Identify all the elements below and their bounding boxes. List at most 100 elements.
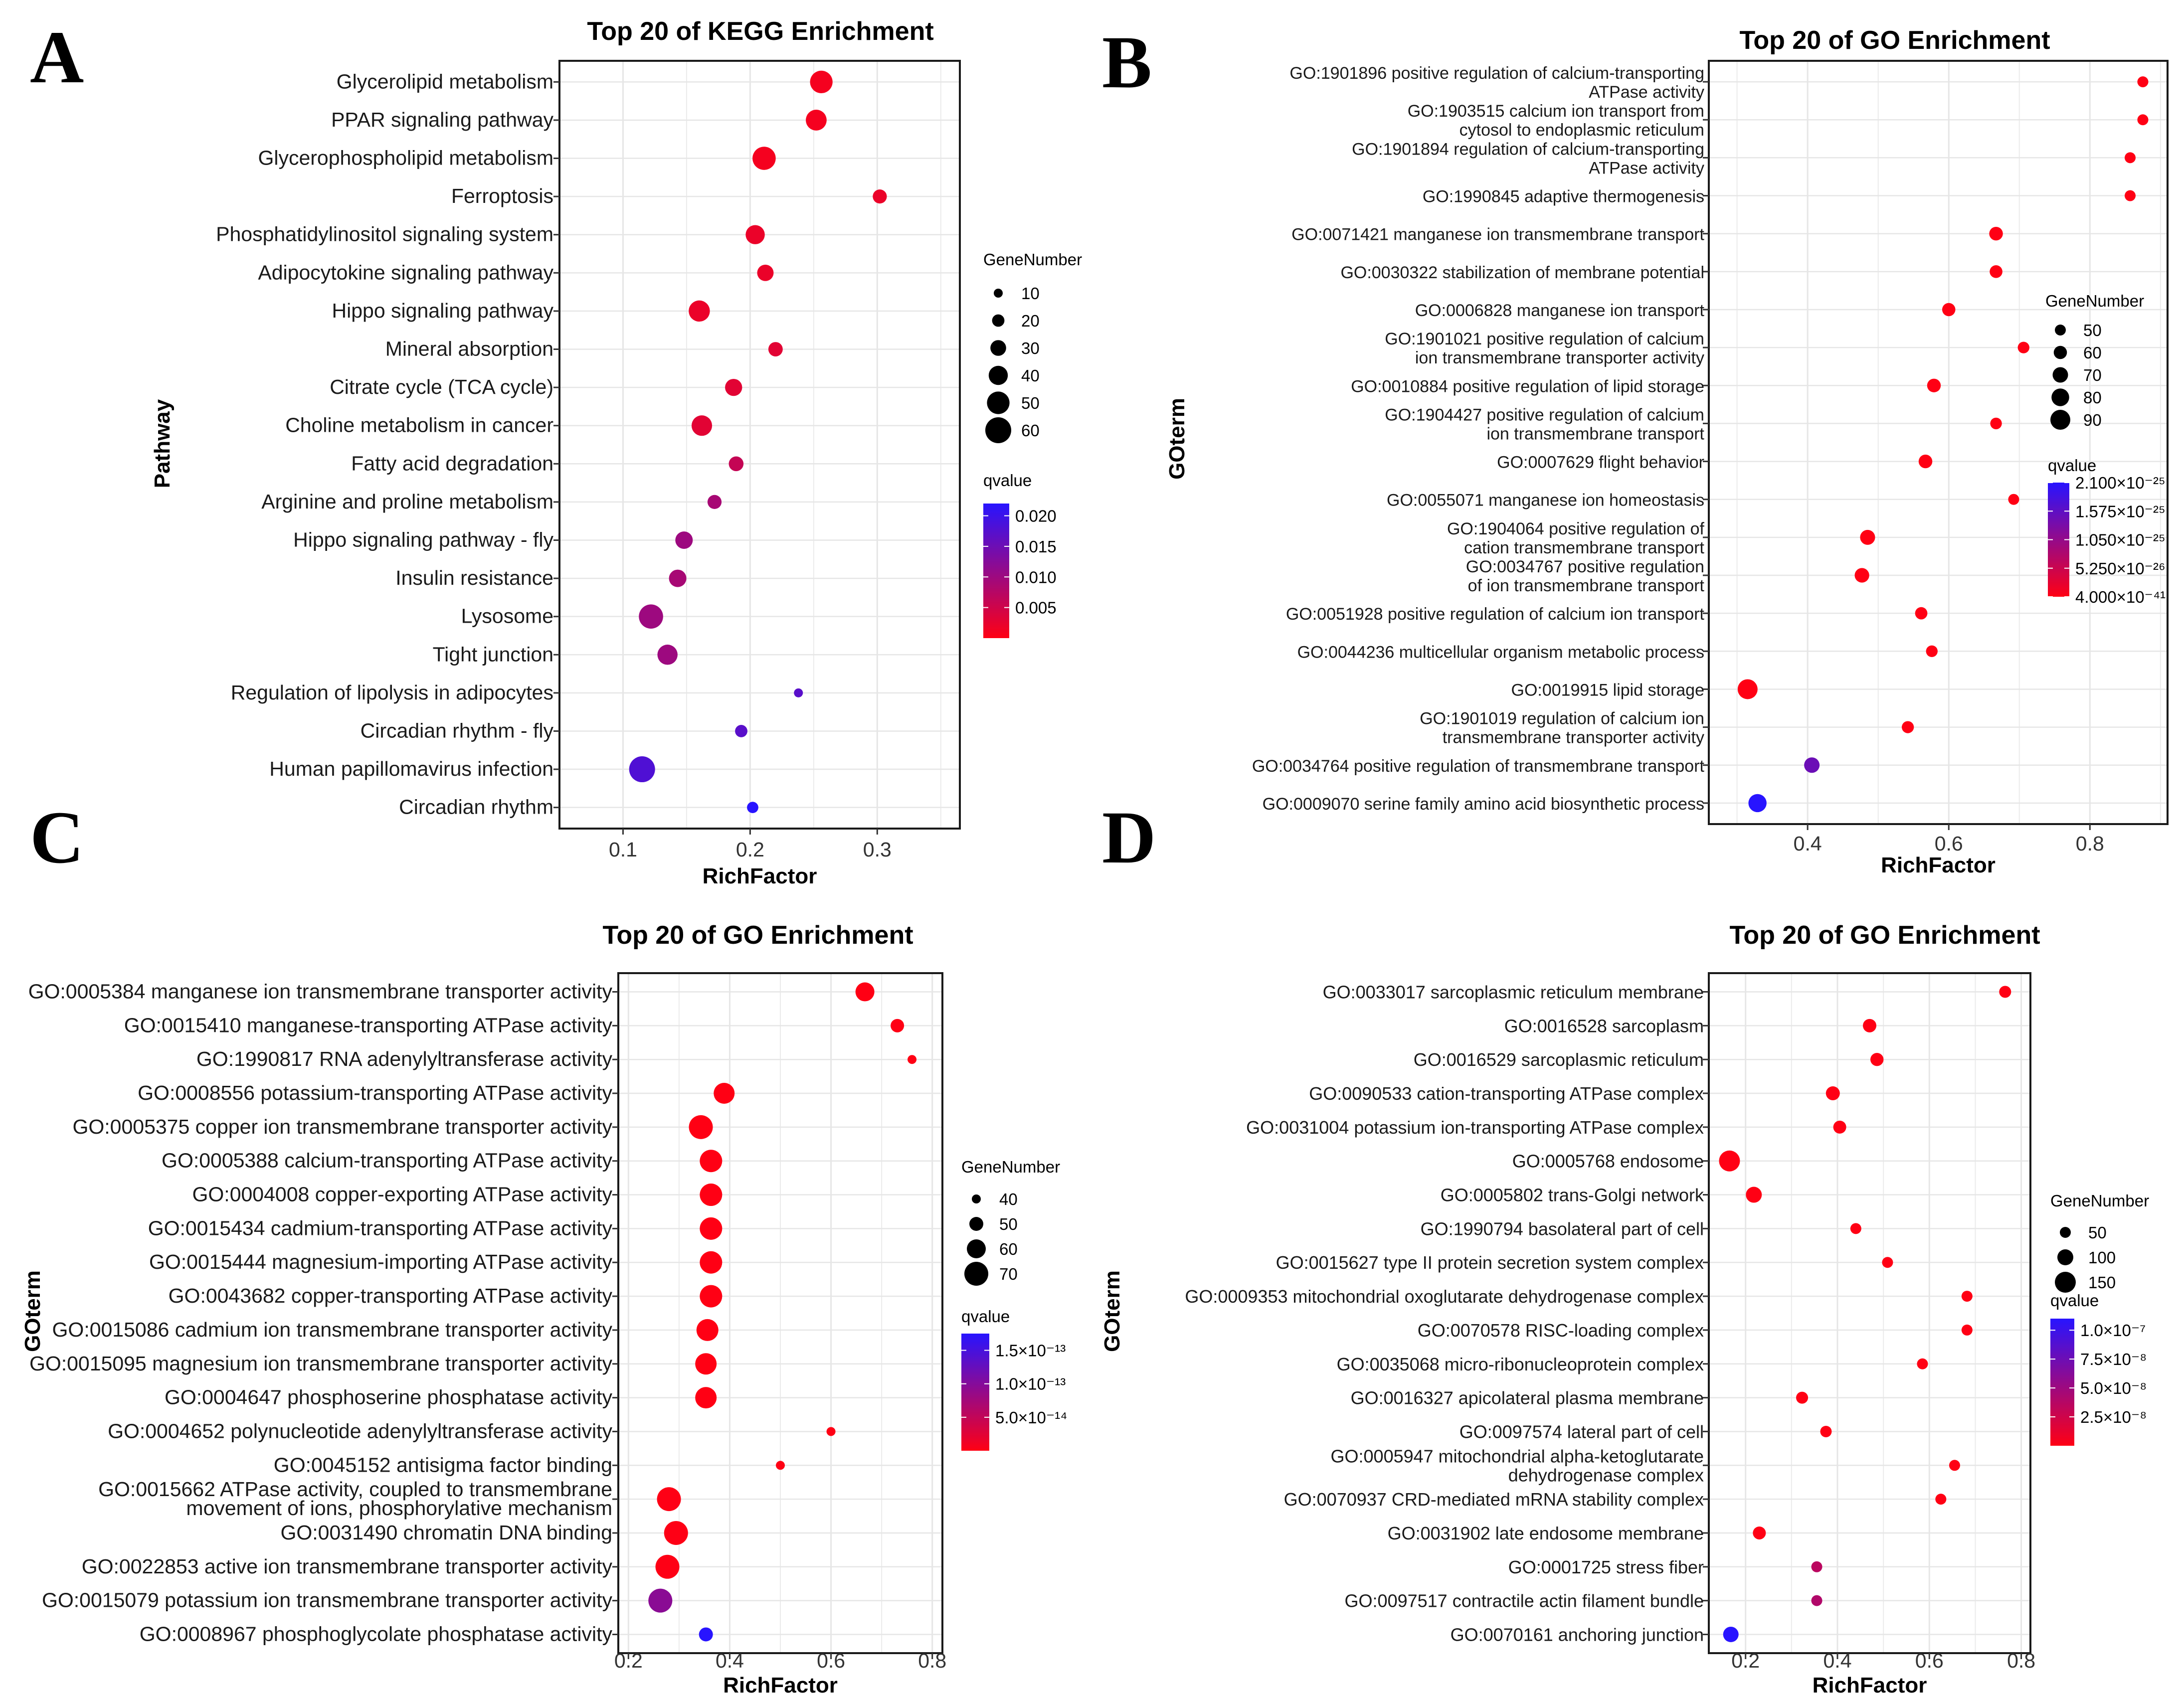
x-tick-label: 0.2 [736, 838, 764, 861]
data-point [629, 756, 655, 783]
category-label-line: GO:1990817 RNA adenylyltransferase activ… [196, 1047, 613, 1070]
data-point [2137, 114, 2149, 126]
data-point [1942, 303, 1956, 317]
category-label: Human papillomavirus infection [269, 757, 553, 780]
size-legend-dot [2055, 1272, 2076, 1293]
category-label: GO:0005384 manganese ion transmembrane t… [28, 980, 613, 1003]
category-label-line: GO:0005802 trans-Golgi network [1441, 1185, 1704, 1205]
y-axis-label: Pathway [150, 399, 175, 488]
data-point [700, 1251, 723, 1274]
data-point [675, 531, 693, 549]
category-label-line: cytosol to endoplasmic reticulum [1459, 121, 1704, 140]
colorbar-tick-label: 5.0×10⁻¹⁴ [995, 1408, 1067, 1427]
size-legend-dot [2060, 1227, 2071, 1238]
category-label-line: PPAR signaling pathway [331, 108, 553, 131]
category-label-line: GO:0004008 copper-exporting ATPase activ… [192, 1183, 613, 1206]
category-label: GO:1904427 positive regulation of calciu… [1385, 405, 1704, 443]
data-point [695, 1387, 717, 1409]
colorbar-tick-label: 0.015 [1015, 537, 1057, 556]
size-legend-label: 60 [999, 1240, 1018, 1258]
category-label-line: Choline metabolism in cancer [285, 414, 553, 437]
category-label: GO:0005768 endosome [1512, 1151, 1704, 1172]
panel-label: B [1102, 21, 1152, 104]
data-point [699, 1627, 713, 1642]
x-tick-label: 0.2 [1731, 1649, 1760, 1672]
size-legend-label: 150 [2088, 1273, 2116, 1292]
data-point [873, 189, 887, 204]
plot-frame [617, 972, 943, 1654]
data-point [1990, 417, 2002, 430]
size-legend-dot [972, 1194, 981, 1203]
data-point [655, 1554, 680, 1579]
size-legend-dot [2055, 325, 2066, 336]
category-label: GO:0016327 apicolateral plasma membrane [1351, 1388, 1704, 1408]
category-label-line: Tight junction [433, 643, 553, 666]
category-label-line: GO:0071421 manganese ion transmembrane t… [1291, 225, 1704, 244]
category-label: GO:1901894 regulation of calcium-transpo… [1352, 140, 1704, 177]
category-label-line: GO:0043682 copper-transporting ATPase ac… [169, 1284, 613, 1307]
y-axis-label: GOterm [1100, 1270, 1124, 1352]
data-point [1811, 1595, 1822, 1606]
category-label-line: of ion transmembrane transport [1468, 576, 1705, 595]
category-label: Ferroptosis [451, 184, 553, 207]
category-label: GO:0019915 lipid storage [1511, 680, 1704, 699]
category-label: GO:0045152 antisigma factor binding [274, 1453, 612, 1476]
data-point [657, 1487, 681, 1512]
data-point [891, 1019, 905, 1032]
category-label-line: Adipocytokine signaling pathway [258, 261, 553, 284]
data-point [1882, 1257, 1893, 1268]
size-legend-label: 40 [999, 1190, 1018, 1208]
data-point [1737, 679, 1758, 699]
category-label: Mineral absorption [385, 338, 553, 360]
category-label-line: GO:0001725 stress fiber [1508, 1557, 1704, 1577]
category-label-line: GO:0034767 positive regulation [1466, 557, 1704, 576]
category-label-line: Human papillomavirus infection [269, 757, 553, 780]
color-legend-title: qvalue [2048, 456, 2096, 475]
category-label-line: GO:0044236 multicellular organism metabo… [1297, 643, 1704, 662]
size-legend-dot [987, 391, 1010, 414]
category-label: GO:0015627 type II protein secretion sys… [1276, 1252, 1704, 1273]
data-point [1820, 1425, 1832, 1437]
data-point [1719, 1150, 1740, 1172]
category-label: GO:0001725 stress fiber [1508, 1557, 1704, 1577]
category-label: GO:0005947 mitochondrial alpha-ketogluta… [1331, 1446, 1704, 1485]
plot-frame [1708, 60, 2169, 825]
data-point [806, 110, 827, 131]
category-label: GO:0043682 copper-transporting ATPase ac… [169, 1284, 613, 1307]
category-label-line: GO:0016327 apicolateral plasma membrane [1351, 1388, 1704, 1408]
data-point [776, 1461, 785, 1470]
category-label: Fatty acid degradation [351, 452, 553, 475]
colorbar-tick-label: 0.010 [1015, 568, 1057, 586]
colorbar-tick-label: 1.575×10⁻²⁵ [2075, 502, 2166, 520]
category-label: GO:1990794 basolateral part of cell [1421, 1218, 1704, 1239]
data-point [1723, 1626, 1739, 1642]
category-label-line: Glycerolipid metabolism [337, 70, 553, 93]
category-label: GO:0016529 sarcoplasmic reticulum [1414, 1049, 1704, 1070]
data-point [657, 645, 678, 665]
category-label-line: GO:0015079 potassium ion transmembrane t… [42, 1589, 612, 1612]
category-label: Phosphatidylinositol signaling system [216, 223, 553, 246]
colorbar-tick-label: 1.0×10⁻⁷ [2080, 1321, 2146, 1340]
data-point [752, 147, 776, 170]
category-label: GO:1990817 RNA adenylyltransferase activ… [196, 1047, 613, 1070]
category-label: GO:0010884 positive regulation of lipid … [1351, 377, 1704, 396]
data-point [2124, 190, 2136, 201]
size-legend-dot [990, 340, 1006, 356]
chart-panel-c: C Top 20 of GO Enrichment 0.2 0.4 0.6 0.8 Rich… [20, 796, 1067, 1698]
category-label-line: GO:1901894 regulation of calcium-transpo… [1352, 140, 1704, 159]
qvalue-colorbar [2050, 1319, 2074, 1446]
category-label: GO:0015410 manganese-transporting ATPase… [124, 1014, 613, 1036]
category-label: GO:0015662 ATPase activity, coupled to t… [98, 1478, 612, 1520]
data-point [700, 1285, 723, 1308]
category-label: Circadian rhythm [399, 796, 553, 819]
category-label: GO:0004652 polynucleotide adenylyltransf… [108, 1419, 612, 1442]
category-label-line: GO:0005768 endosome [1512, 1151, 1704, 1172]
chart-title: Top 20 of GO Enrichment [1729, 921, 2040, 950]
size-legend-dot [964, 1262, 988, 1286]
size-legend-dot [988, 365, 1008, 385]
colorbar-tick-label: 1.0×10⁻¹³ [995, 1375, 1066, 1393]
data-point [1748, 794, 1767, 813]
data-point [1850, 1223, 1861, 1234]
